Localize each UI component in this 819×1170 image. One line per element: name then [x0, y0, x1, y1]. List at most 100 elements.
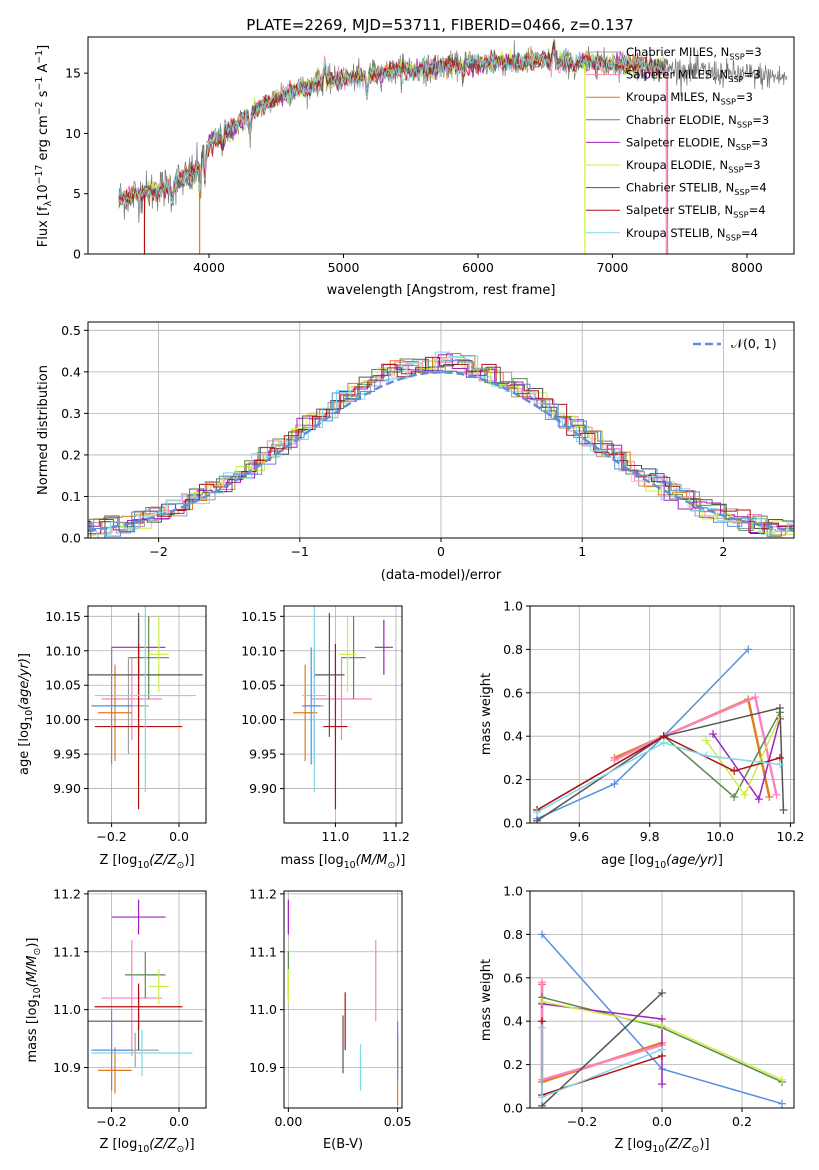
y-tick-label: 0.1 [61, 489, 81, 504]
y-tick-label: 10.05 [45, 678, 81, 693]
x-tick-label: 5000 [328, 260, 360, 275]
y-tick-label: 0.4 [61, 364, 81, 379]
x-axis-label: (data-model)/error [381, 568, 502, 583]
x-tick-label: 0.05 [384, 1114, 412, 1129]
text-span: Chabrier STELIB, N [626, 181, 734, 195]
text-span: Chabrier MILES, N [626, 45, 729, 59]
histogram-step [88, 351, 794, 535]
y-tick-label: 0.6 [503, 685, 523, 700]
y-tick-label: 1.0 [503, 599, 523, 614]
text-span: SSP [726, 232, 741, 242]
y-tick-label: 10 [65, 126, 81, 141]
text-span: 10 [654, 860, 666, 871]
y-tick-label: 0.2 [503, 1057, 523, 1072]
y-axis-label: Normed distribution [36, 365, 51, 495]
text-span: Salpeter ELODIE, N [626, 135, 736, 149]
weight-line [541, 992, 663, 1107]
y-tick-label: 0.4 [503, 1014, 523, 1029]
legend-label: Chabrier STELIB, NSSP=4 [626, 181, 767, 197]
text-span: =4 [749, 203, 766, 217]
text-span: )] [184, 1137, 194, 1152]
text-span: A [36, 64, 51, 77]
model-spectrum [118, 41, 666, 204]
plot-content [118, 38, 788, 254]
plot-content [533, 645, 788, 823]
text-span: )] [25, 938, 40, 948]
text-span: ] [718, 853, 723, 868]
axes-frame [529, 605, 795, 824]
x-axis-label: mass [log10(M/M⊙)] [281, 853, 406, 871]
text-span: =3 [751, 135, 768, 149]
x-tick-label: 9.6 [569, 829, 589, 844]
y-axis-label: age [log10(age/yr)] [17, 653, 35, 775]
weight-line [613, 695, 778, 796]
plot-content [88, 351, 794, 538]
weight-line [536, 707, 785, 822]
histogram-step [88, 358, 794, 538]
y-tick-label: 0.0 [503, 816, 523, 831]
axes-age_vs_Z: −0.2 0.0 9.90 9.95 10.00 10.05 10.10 10.15 Z [lo… [17, 605, 207, 871]
legend-label: Chabrier MILES, NSSP=3 [626, 45, 762, 61]
y-tick-label: 0.5 [61, 323, 81, 338]
x-tick-label: 10.2 [777, 829, 805, 844]
y-tick-label: 0.2 [61, 447, 81, 462]
axes-weight_vs_age: 9.6 9.8 10.0 10.2 0.0 0.2 0.4 0.6 0.8 1.0 age [log… [479, 599, 804, 871]
axes-residuals: −2 −1 0 1 2 0.0 0.1 0.2 0.3 0.4 0.5 𝒩(0, 1) (data-mo… [36, 321, 795, 583]
text-span: (M/M [25, 956, 40, 988]
y-tick-label: 11.1 [249, 944, 277, 959]
axes-mass_vs_Z: −0.2 0.010.911.011.111.2Z [log10(Z/Z⊙)]ma… [25, 886, 207, 1155]
legend-label: Kroupa ELODIE, NSSP=3 [626, 158, 761, 174]
legend-label: Kroupa STELIB, NSSP=4 [626, 226, 758, 242]
x-tick-label: 7000 [597, 260, 629, 275]
x-tick-label: 0.0 [169, 829, 189, 844]
y-tick-label: 10.9 [249, 1060, 277, 1075]
text-span: 10 [24, 710, 35, 722]
axes-frame [87, 605, 207, 824]
text-span: (M/M [356, 853, 388, 868]
weight-line [536, 648, 749, 820]
x-tick-label: 11.0 [322, 829, 350, 844]
x-tick-label: 9.8 [640, 829, 660, 844]
text-span: −1 [34, 50, 45, 64]
y-tick-label: 11.0 [249, 1002, 277, 1017]
text-span: ⊙ [692, 1144, 700, 1155]
text-span: Chabrier ELODIE, N [626, 113, 737, 127]
plot-content [293, 606, 393, 810]
axes-mass_vs_ebv: 0.00 0.05 10.9 11.0 11.1 11.2 E(B-V) [249, 886, 411, 1152]
text-span: ⊙ [32, 948, 43, 956]
x-axis-label: Z [log10(Z/Z⊙)] [99, 1137, 194, 1155]
y-tick-label: 10.9 [53, 1060, 81, 1075]
y-tick-label: 10.10 [241, 643, 277, 658]
y-tick-label: 10.00 [45, 712, 81, 727]
x-tick-label: −0.2 [567, 1114, 597, 1129]
y-tick-label: 0.8 [503, 927, 523, 942]
text-span: SSP [737, 119, 752, 129]
plot-area [88, 606, 206, 823]
x-tick-label: 4000 [193, 260, 225, 275]
text-span: =4 [750, 181, 767, 195]
plot-area [284, 891, 402, 1108]
y-tick-label: 0.8 [503, 642, 523, 657]
text-span: Salpeter MILES, N [626, 68, 728, 82]
y-tick-label: 0.0 [61, 531, 81, 546]
weight-line [536, 741, 781, 813]
text-span: =3 [752, 113, 769, 127]
axes-frame [87, 890, 207, 1109]
text-span: SSP [728, 164, 743, 174]
x-tick-label: 11.2 [382, 829, 410, 844]
text-span: )] [184, 853, 194, 868]
normal-curve [88, 371, 794, 532]
y-tick-label: 10.10 [45, 643, 81, 658]
text-span: ] [36, 45, 51, 50]
text-span: −17 [34, 165, 45, 185]
y-axis-label: mass weight [479, 673, 494, 755]
text-span: =3 [745, 45, 762, 59]
y-axis-label: Flux [fλ10−17 erg cm−2 s−1 A−1] [34, 45, 54, 247]
text-span: ⊙ [387, 860, 395, 871]
model-spectrum [118, 38, 666, 207]
text-span: Z [log [99, 1137, 137, 1152]
text-span: =4 [741, 226, 758, 240]
text-span: −1 [34, 77, 45, 91]
y-tick-label: 9.95 [249, 747, 277, 762]
text-span: )] [699, 1137, 709, 1152]
